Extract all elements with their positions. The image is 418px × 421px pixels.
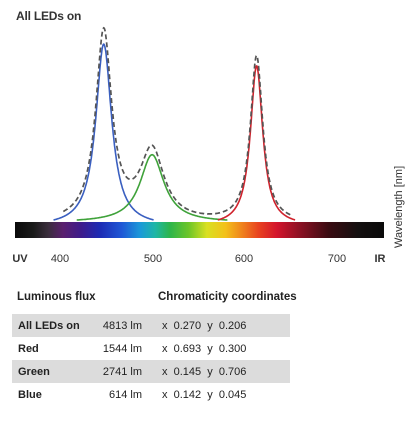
- row-gap: [146, 383, 162, 406]
- curve-layer: [53, 26, 296, 221]
- series-green-curve: [76, 153, 228, 221]
- series-all-leds-dashed-curve: [62, 26, 293, 217]
- tick-layer: UV 400 500 600 700 IR: [12, 253, 385, 265]
- row-chromaticity: x 0.142 y 0.045: [162, 388, 247, 401]
- row-gap: [146, 314, 162, 337]
- row-chromaticity: x 0.693 y 0.300: [162, 342, 247, 355]
- x-tick-label: 500: [144, 253, 162, 265]
- row-flux: 2741 lm: [94, 360, 146, 383]
- series-blue-curve: [53, 43, 154, 221]
- x-tick-label: 600: [235, 253, 253, 265]
- table-row: Blue 614 lm x 0.142 y 0.045: [12, 383, 290, 406]
- chart-title: All LEDs on: [16, 9, 82, 23]
- row-gap: [146, 360, 162, 383]
- row-chromaticity: x 0.270 y 0.206: [162, 314, 290, 337]
- row-gap: [146, 337, 162, 360]
- row-name: Red: [18, 342, 39, 355]
- chromaticity-header: Chromaticity coordinates: [158, 291, 297, 303]
- row-name: Green: [12, 360, 94, 383]
- luminous-flux-header: Luminous flux: [17, 291, 96, 303]
- spectrum-chart: UV 400 500 600 700 IR Wavelength [nm]: [12, 26, 405, 265]
- table-row: All LEDs on 4813 lm x 0.270 y 0.206: [12, 314, 290, 337]
- table-row: Green 2741 lm x 0.145 y 0.706: [12, 360, 290, 383]
- x-tick-label: 400: [51, 253, 69, 265]
- row-name: Blue: [18, 388, 42, 401]
- x-tick-label: 700: [328, 253, 346, 265]
- row-flux: 1544 lm: [102, 342, 142, 355]
- spectrum-bar: [15, 222, 384, 238]
- row-flux: 4813 lm: [94, 314, 146, 337]
- row-chromaticity: x 0.145 y 0.706: [162, 360, 290, 383]
- x-tick-label: IR: [375, 253, 386, 265]
- measurement-table: All LEDs on 4813 lm x 0.270 y 0.206 Red 1544…: [12, 314, 290, 406]
- x-axis-label: Wavelength [nm]: [393, 166, 405, 248]
- series-red-curve: [217, 65, 296, 221]
- x-tick-label: UV: [12, 253, 28, 265]
- row-name: All LEDs on: [12, 314, 94, 337]
- row-flux: 614 lm: [108, 388, 142, 401]
- table-row: Red 1544 lm x 0.693 y 0.300: [12, 337, 290, 360]
